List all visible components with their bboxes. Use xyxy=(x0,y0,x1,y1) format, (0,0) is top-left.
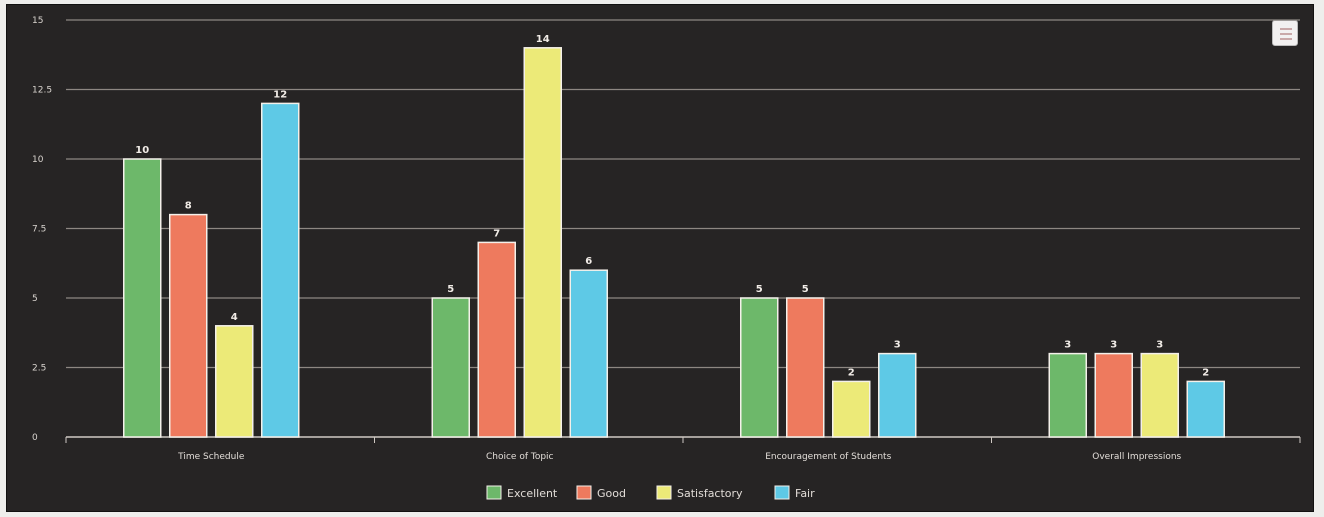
bar-fair[interactable] xyxy=(261,102,300,438)
bar-good[interactable] xyxy=(786,297,825,438)
legend-item-excellent[interactable]: Excellent xyxy=(486,485,558,500)
data-label: 3 xyxy=(894,340,901,351)
bar-good[interactable] xyxy=(169,213,208,438)
data-label: 3 xyxy=(1064,340,1071,351)
legend-swatch xyxy=(656,485,672,500)
hamburger-menu-icon-line xyxy=(1280,33,1292,35)
data-label: 5 xyxy=(756,284,763,295)
legend-swatch xyxy=(486,485,502,500)
legend-item-good[interactable]: Good xyxy=(576,485,626,500)
legend-label: Good xyxy=(597,487,626,500)
bar-fair[interactable] xyxy=(878,352,917,438)
bar-satisfactory[interactable] xyxy=(215,325,254,438)
data-label: 2 xyxy=(1202,367,1209,378)
legend-swatch xyxy=(774,485,790,500)
legend-label: Fair xyxy=(795,487,815,500)
x-category-label: Choice of Topic xyxy=(486,452,554,462)
y-tick-label: 0 xyxy=(32,433,38,443)
data-label: 2 xyxy=(848,367,855,378)
legend-item-fair[interactable]: Fair xyxy=(774,485,815,500)
hamburger-menu-icon xyxy=(1280,28,1292,30)
x-category-label: Overall Impressions xyxy=(1092,452,1181,462)
data-label: 14 xyxy=(536,34,550,45)
bar-fair[interactable] xyxy=(1186,380,1225,438)
bar-fair[interactable] xyxy=(569,269,608,438)
bar-excellent[interactable] xyxy=(1048,352,1087,438)
data-label: 10 xyxy=(135,145,149,156)
data-label: 6 xyxy=(585,256,592,267)
bar-satisfactory[interactable] xyxy=(523,47,562,438)
chart-menu-button[interactable] xyxy=(1272,20,1298,46)
y-tick-label: 7.5 xyxy=(32,225,46,235)
bar-good[interactable] xyxy=(477,241,516,438)
bar-excellent[interactable] xyxy=(123,158,162,438)
y-tick-label: 2.5 xyxy=(32,364,46,374)
data-label: 4 xyxy=(231,312,238,323)
legend-swatch xyxy=(576,485,592,500)
data-label: 12 xyxy=(273,89,287,100)
data-label: 5 xyxy=(447,284,454,295)
x-category-label: Encouragement of Students xyxy=(765,452,891,462)
bar-excellent[interactable] xyxy=(740,297,779,438)
data-label: 7 xyxy=(493,228,500,239)
y-tick-label: 10 xyxy=(32,155,44,165)
bar-good[interactable] xyxy=(1094,352,1133,438)
data-label: 3 xyxy=(1110,340,1117,351)
y-tick-label: 12.5 xyxy=(32,86,52,96)
legend-label: Excellent xyxy=(507,487,558,500)
legend-item-satisfactory[interactable]: Satisfactory xyxy=(656,485,743,500)
x-category-label: Time Schedule xyxy=(177,452,245,462)
legend-label: Satisfactory xyxy=(677,487,743,500)
y-tick-label: 5 xyxy=(32,294,38,304)
y-tick-label: 15 xyxy=(32,16,43,26)
bar-satisfactory[interactable] xyxy=(1140,352,1179,438)
bar-satisfactory[interactable] xyxy=(832,380,871,438)
data-label: 8 xyxy=(185,201,192,212)
data-label: 3 xyxy=(1156,340,1163,351)
bar-excellent[interactable] xyxy=(431,297,470,438)
data-label: 5 xyxy=(802,284,809,295)
hamburger-menu-icon-line xyxy=(1280,38,1292,40)
